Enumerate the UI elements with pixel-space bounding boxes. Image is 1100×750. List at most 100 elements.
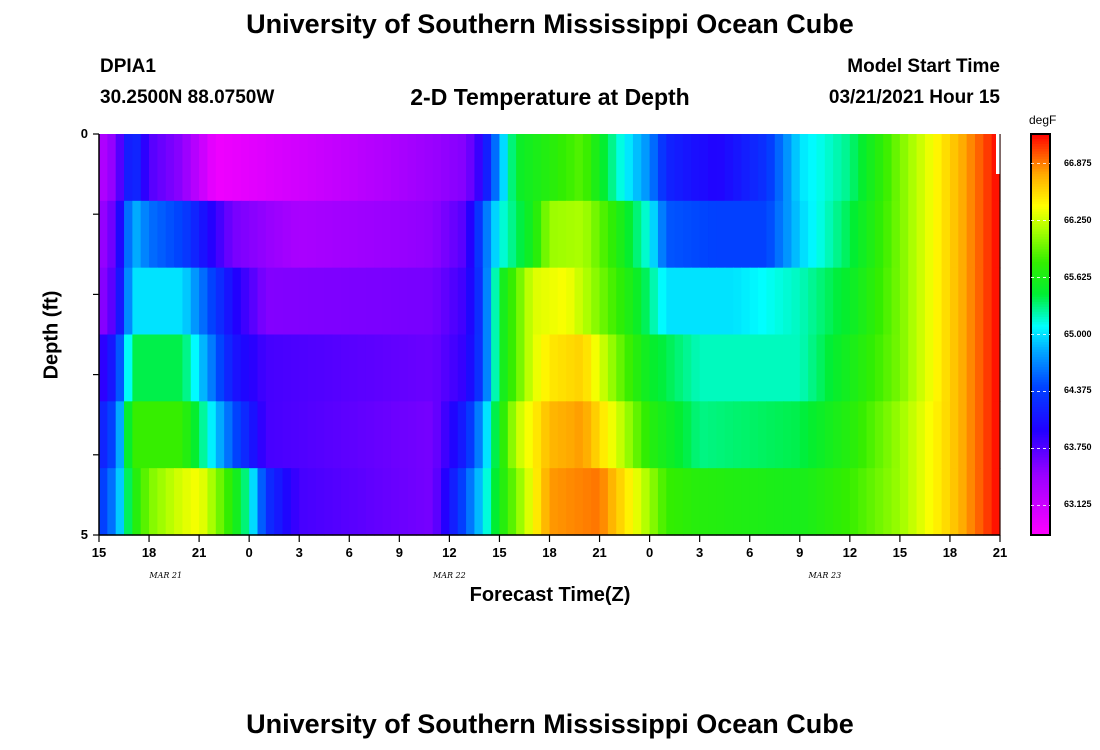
heatmap-cell (641, 200, 651, 269)
heatmap-cell (833, 267, 843, 336)
colorbar-swatch (1031, 419, 1050, 423)
heatmap-cell (282, 468, 292, 536)
heatmap-cell (524, 401, 534, 469)
heatmap-cell (424, 267, 434, 336)
heatmap-cell (574, 401, 584, 469)
colorbar-swatch (1031, 482, 1050, 486)
colorbar-swatch (1031, 146, 1050, 150)
heatmap-cell (599, 200, 609, 269)
heatmap-cell (132, 267, 142, 336)
heatmap-cell (265, 468, 275, 536)
heatmap-cell (115, 200, 125, 269)
heatmap-cell (749, 267, 759, 336)
heatmap-cell (808, 468, 818, 536)
heatmap-cell (299, 200, 309, 269)
heatmap-cell (933, 401, 943, 469)
heatmap-cell (591, 200, 601, 269)
heatmap-cell (849, 200, 859, 269)
heatmap-cell (566, 200, 576, 269)
heatmap-cell (365, 334, 375, 402)
colorbar-swatch (1031, 301, 1050, 306)
heatmap-cell (749, 334, 759, 402)
heatmap-cell (274, 401, 284, 469)
heatmap-cell (899, 134, 909, 202)
colorbar-swatch (1031, 181, 1050, 185)
heatmap-cell (224, 134, 234, 202)
colorbar-swatch (1031, 389, 1050, 393)
heatmap-cell (824, 401, 834, 469)
heatmap-cell (482, 200, 492, 269)
heatmap-cell (299, 134, 309, 202)
colorbar-swatch (1031, 497, 1050, 501)
colorbar-swatch (1031, 382, 1050, 386)
colorbar-swatch (1031, 209, 1050, 213)
heatmap-cell (124, 334, 133, 402)
heatmap-cell (666, 468, 676, 536)
heatmap-cell (190, 200, 200, 269)
heatmap-cell (507, 267, 517, 336)
heatmap-cell (541, 200, 551, 269)
heatmap-cell (215, 134, 225, 202)
heatmap-cell (924, 267, 934, 336)
heatmap-cell (474, 200, 484, 269)
colorbar-swatch (1031, 414, 1050, 418)
heatmap-cell (599, 468, 609, 536)
heatmap-cell (749, 401, 759, 469)
heatmap-cell (157, 267, 167, 336)
heatmap-cell (215, 334, 225, 402)
heatmap-cell (849, 134, 859, 202)
heatmap-cell (883, 267, 893, 336)
heatmap-cell (457, 401, 467, 469)
heatmap-cell (290, 334, 300, 402)
heatmap-cell (599, 401, 609, 469)
heatmap-cell (382, 267, 392, 336)
x-tick-label: 6 (746, 545, 754, 560)
heatmap-cell (941, 334, 951, 402)
heatmap-cell (424, 334, 434, 402)
heatmap-cell (557, 200, 567, 269)
heatmap-cell (582, 267, 592, 336)
heatmap-cell (324, 401, 334, 469)
heatmap-cell (708, 200, 717, 269)
colorbar-swatch (1031, 186, 1050, 190)
heatmap-cell (516, 334, 526, 402)
colorbar-swatch (1031, 339, 1050, 343)
colorbar-swatch (1031, 372, 1050, 376)
heatmap-cell (799, 134, 809, 202)
heatmap-cell (699, 134, 709, 202)
heatmap-cell (949, 468, 959, 536)
heatmap-cell (657, 334, 667, 402)
colorbar-swatch (1031, 306, 1050, 311)
heatmap-cell (966, 401, 976, 469)
colorbar-swatch (1031, 512, 1050, 516)
heatmap-cell (532, 200, 542, 269)
heatmap-cell (165, 334, 175, 402)
heatmap-cell (941, 401, 951, 469)
heatmap-cell (482, 401, 492, 469)
colorbar-swatch (1031, 417, 1050, 421)
colorbar-swatch (1031, 236, 1050, 240)
heatmap-cell (933, 267, 943, 336)
heatmap-cell (457, 200, 467, 269)
heatmap-cell (657, 267, 667, 336)
heatmap-cell (816, 468, 826, 536)
heatmap-cell (716, 267, 726, 336)
heatmap-cell (457, 334, 467, 402)
heatmap-cell (182, 134, 192, 202)
heatmap-cell (124, 267, 133, 336)
heatmap-cell (649, 401, 659, 469)
heatmap-cell (382, 334, 392, 402)
heatmap-cell (282, 267, 292, 336)
colorbar-swatch (1031, 519, 1050, 524)
heatmap-cell (207, 134, 217, 202)
heatmap-cell (165, 134, 175, 202)
heatmap-cell (466, 334, 476, 402)
heatmap-cell (307, 267, 317, 336)
heatmap-cell (441, 334, 450, 402)
heatmap-cell (791, 334, 801, 402)
heatmap-cell (290, 200, 300, 269)
heatmap-cell (616, 134, 626, 202)
heatmap-cell (207, 200, 217, 269)
heatmap-cell (132, 401, 142, 469)
date-label: MAR 21 (149, 571, 183, 580)
